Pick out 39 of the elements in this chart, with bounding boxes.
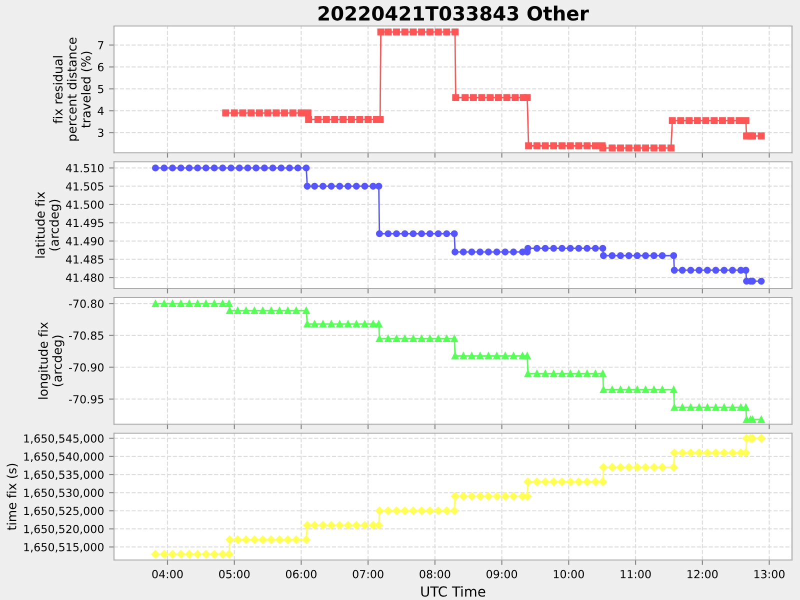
y-tick-label: 1,650,530,000: [24, 488, 104, 498]
y-axis-title: time fix (s): [6, 464, 18, 530]
y-tick-label: 4: [98, 106, 104, 115]
y-tick-label: 1,650,545,000: [24, 434, 104, 444]
x-axis-title: UTC Time: [421, 586, 486, 597]
y-tick-label: 41.485: [66, 255, 104, 264]
x-tick-label: 12:00: [688, 570, 718, 578]
chart-title: 20220421T033843 Other: [318, 6, 589, 21]
y-tick-label: 6: [98, 62, 104, 72]
y-tick-label: 3: [98, 128, 104, 137]
y-tick-label: 7: [98, 41, 104, 50]
y-tick-label: 1,650,525,000: [24, 506, 104, 516]
x-tick-label: 10:00: [554, 570, 584, 578]
x-tick-label: 08:00: [420, 570, 450, 578]
y-tick-label: 41.510: [66, 164, 104, 172]
x-tick-label: 07:00: [352, 570, 384, 578]
x-tick-label: 09:00: [486, 570, 518, 578]
y-tick-label: 41.480: [66, 274, 104, 282]
y-tick-label: 1,650,520,000: [24, 524, 104, 534]
x-tick-label: 05:00: [219, 570, 250, 578]
y-tick-label: -70.85: [69, 331, 104, 340]
y-tick-label: 41.505: [66, 182, 104, 191]
x-tick-label: 06:00: [286, 570, 316, 578]
y-axis-title: fix residual percent distance traveled (%): [52, 38, 92, 141]
y-tick-label: -70.90: [69, 363, 104, 372]
y-tick-label: -70.95: [69, 395, 104, 404]
y-tick-label: 1,650,535,000: [24, 470, 104, 480]
y-tick-label: -70.80: [69, 300, 104, 308]
x-tick-label: 13:00: [754, 570, 785, 578]
x-tick-label: 11:00: [620, 570, 651, 578]
y-tick-label: 41.500: [66, 200, 104, 209]
x-tick-label: 04:00: [152, 570, 183, 578]
y-axis-title: latitude fix (arcdeg): [35, 192, 62, 258]
y-tick-label: 5: [98, 84, 104, 94]
y-axis-title: longitude fix (arcdeg): [38, 322, 64, 399]
y-tick-label: 1,650,540,000: [24, 452, 104, 462]
y-tick-label: 41.490: [66, 236, 104, 246]
y-tick-label: 41.495: [66, 218, 104, 228]
y-tick-label: 1,650,515,000: [24, 542, 104, 552]
